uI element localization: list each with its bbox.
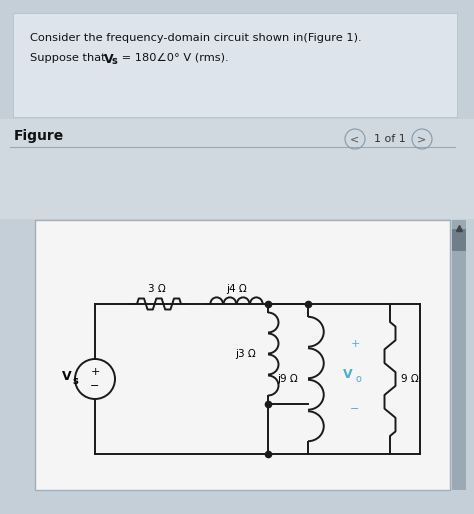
Text: s: s xyxy=(72,376,78,386)
Text: −: − xyxy=(91,381,100,391)
Text: j9 Ω: j9 Ω xyxy=(278,374,298,384)
FancyBboxPatch shape xyxy=(452,229,466,251)
Text: Consider the frequency-domain circuit shown in(Figure 1).: Consider the frequency-domain circuit sh… xyxy=(30,33,362,43)
Text: +: + xyxy=(350,339,360,349)
Text: −: − xyxy=(350,404,360,414)
Text: 3 Ω: 3 Ω xyxy=(148,284,166,294)
FancyBboxPatch shape xyxy=(13,13,457,117)
Text: +: + xyxy=(91,367,100,377)
Text: Suppose that: Suppose that xyxy=(30,53,109,63)
Text: V: V xyxy=(343,368,353,380)
Text: V: V xyxy=(62,370,72,382)
Text: s: s xyxy=(112,56,118,66)
Text: >: > xyxy=(418,134,427,144)
FancyBboxPatch shape xyxy=(0,119,474,219)
Text: o: o xyxy=(355,374,361,384)
Text: Figure: Figure xyxy=(14,129,64,143)
Text: j4 Ω: j4 Ω xyxy=(226,284,247,294)
FancyBboxPatch shape xyxy=(452,220,466,490)
Text: j3 Ω: j3 Ω xyxy=(236,349,256,359)
Text: = 180∠0° V (rms).: = 180∠0° V (rms). xyxy=(118,53,228,63)
Text: V: V xyxy=(104,53,114,66)
Text: 9 Ω: 9 Ω xyxy=(401,374,419,384)
Text: 1 of 1: 1 of 1 xyxy=(374,134,406,144)
FancyBboxPatch shape xyxy=(35,220,450,490)
Text: <: < xyxy=(350,134,360,144)
